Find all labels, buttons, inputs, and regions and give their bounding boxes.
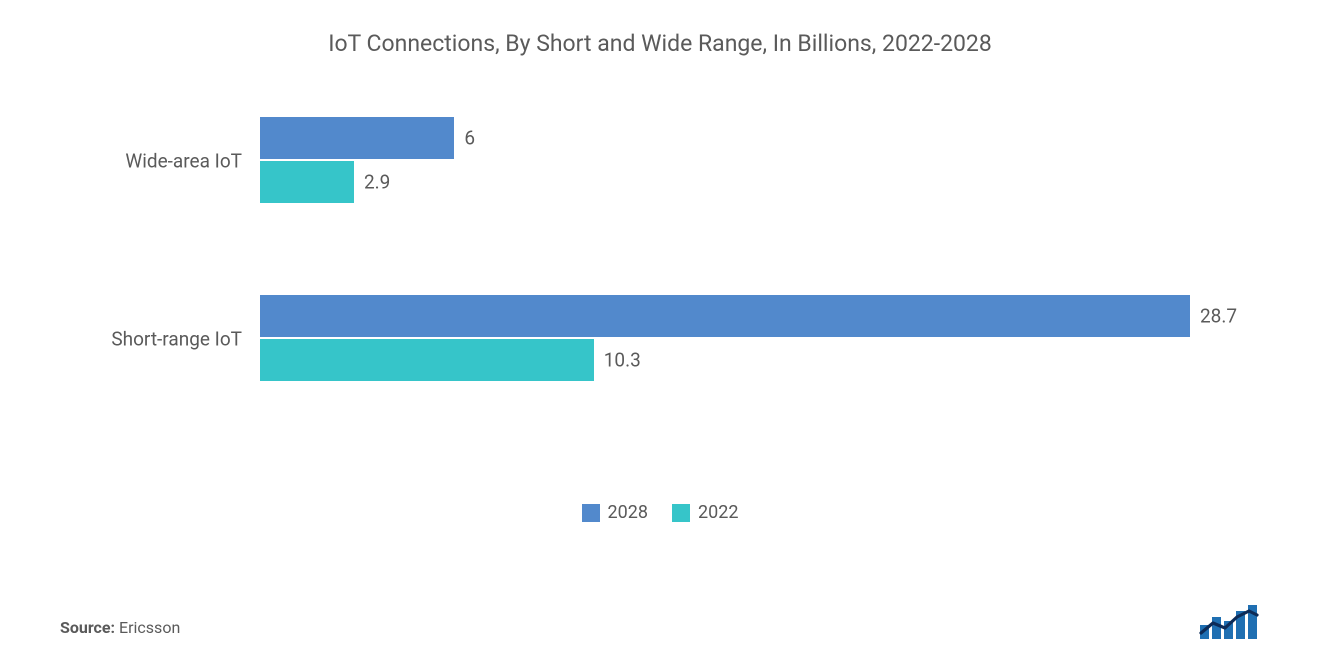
bar-value-label: 6 xyxy=(464,127,475,150)
source-prefix: Source: xyxy=(60,618,115,637)
chart-container: IoT Connections, By Short and Wide Range… xyxy=(0,0,1320,665)
bar-row: 28.7 xyxy=(260,295,1190,337)
brand-logo-icon xyxy=(1198,603,1260,641)
legend: 2028 2022 xyxy=(60,502,1260,527)
source-citation: Source: Ericsson xyxy=(60,618,180,637)
legend-label: 2028 xyxy=(608,502,648,523)
bar: 28.7 xyxy=(260,295,1190,337)
bar-value-label: 10.3 xyxy=(604,349,641,372)
bar: 10.3 xyxy=(260,339,594,381)
bar-row: 10.3 xyxy=(260,339,1190,381)
category-label: Short-range IoT xyxy=(111,328,242,351)
bar-row: 2.9 xyxy=(260,161,1190,203)
bar-value-label: 28.7 xyxy=(1200,305,1237,328)
bar-row: 6 xyxy=(260,117,1190,159)
category-group: Wide-area IoT62.9 xyxy=(260,117,1190,205)
bar: 2.9 xyxy=(260,161,354,203)
chart-title: IoT Connections, By Short and Wide Range… xyxy=(60,30,1260,57)
bar-value-label: 2.9 xyxy=(364,171,390,194)
legend-label: 2022 xyxy=(698,502,738,523)
legend-item: 2022 xyxy=(672,502,738,523)
legend-swatch xyxy=(582,504,600,522)
legend-swatch xyxy=(672,504,690,522)
legend-item: 2028 xyxy=(582,502,648,523)
category-group: Short-range IoT28.710.3 xyxy=(260,295,1190,383)
plot-area: Wide-area IoT62.9 Short-range IoT28.710.3 xyxy=(260,117,1190,477)
category-label: Wide-area IoT xyxy=(125,150,242,173)
source-text: Ericsson xyxy=(119,618,180,637)
bar: 6 xyxy=(260,117,454,159)
